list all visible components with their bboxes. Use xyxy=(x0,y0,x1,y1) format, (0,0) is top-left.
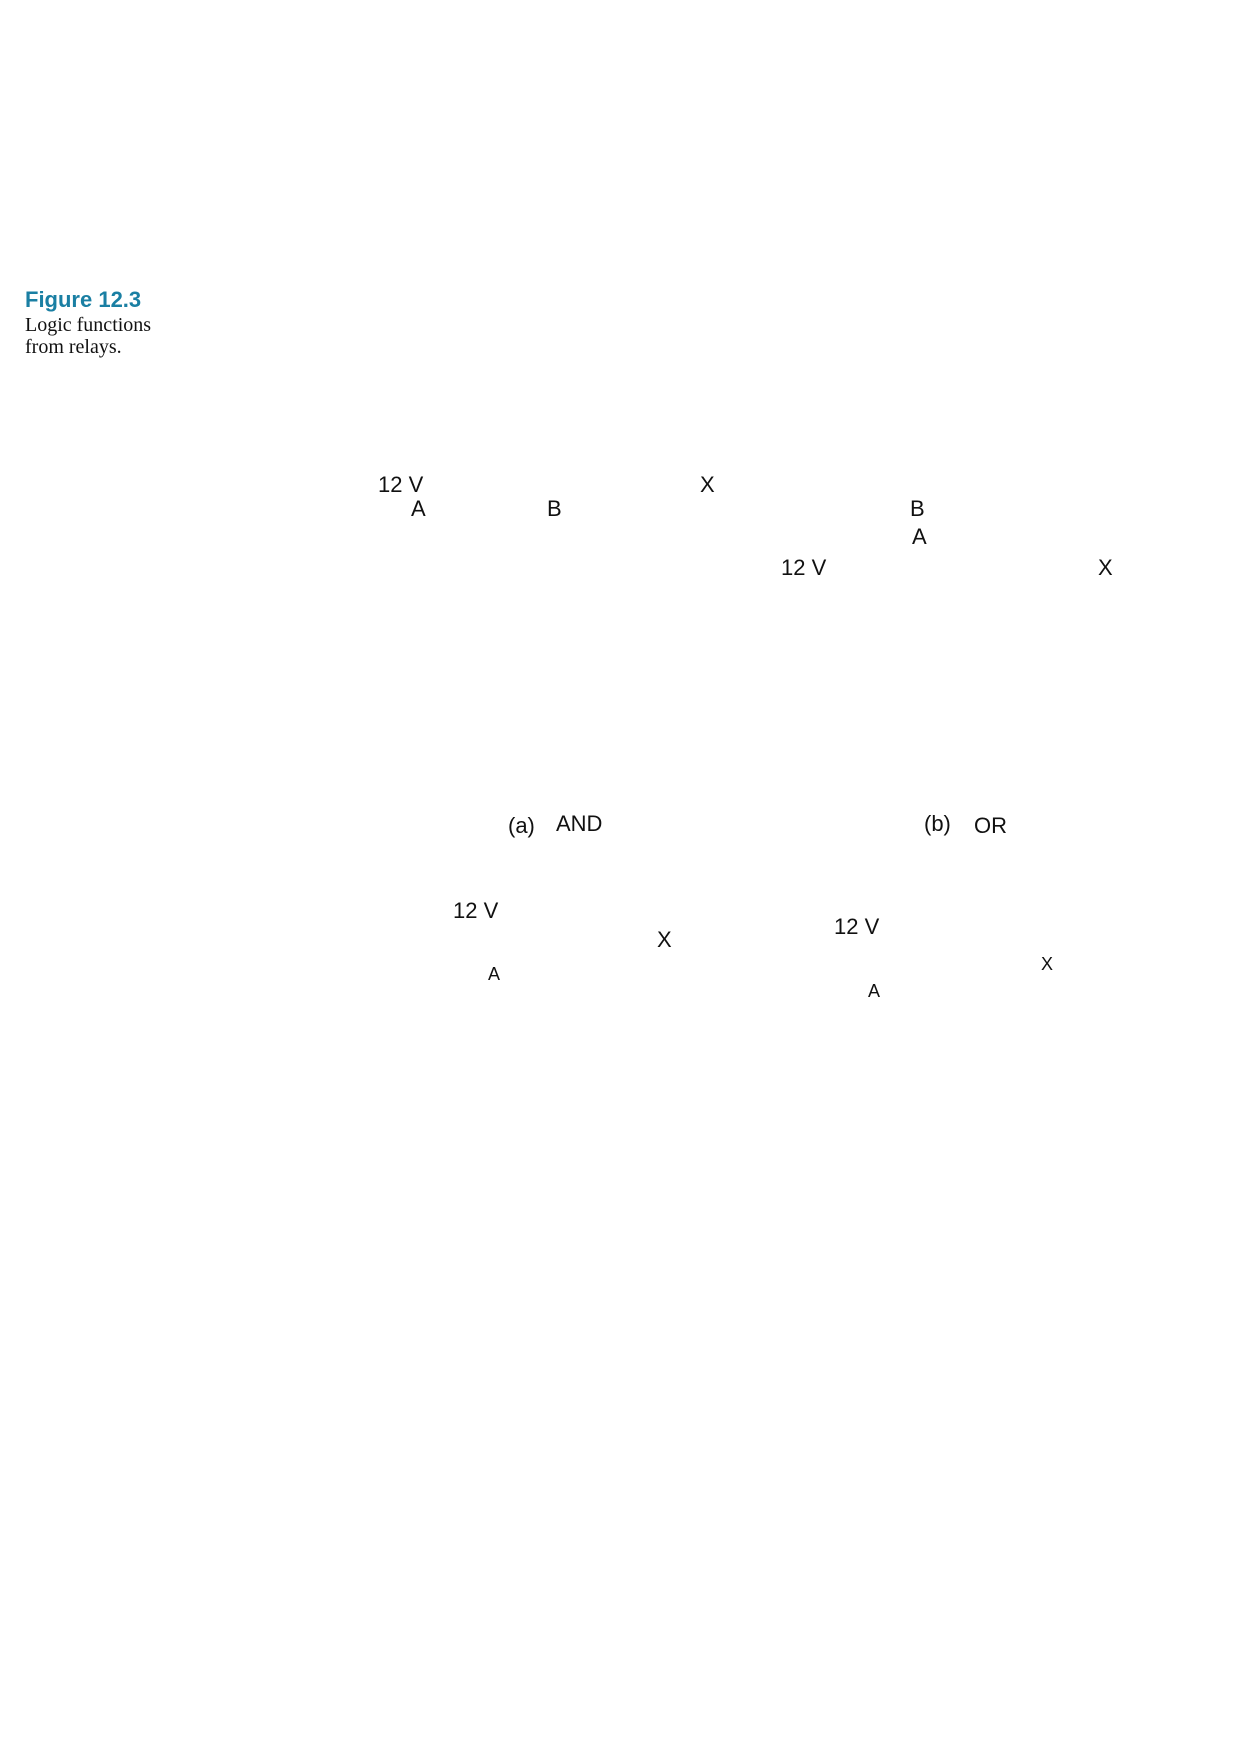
c-input-a-label: A xyxy=(488,964,501,984)
d-supply-label: 12 V xyxy=(834,914,880,939)
c-output-label: X xyxy=(657,927,672,952)
or-input-b-label: B xyxy=(910,496,925,521)
caption-line-2: from relays. xyxy=(25,336,122,358)
or-input-a-label: A xyxy=(912,524,927,549)
or-caption-letter: (b) xyxy=(924,811,951,836)
c-supply-label: 12 V xyxy=(453,898,499,923)
caption-line-1: Logic functions xyxy=(25,314,152,336)
and-caption-letter: (a) xyxy=(508,813,535,838)
and-output-label: X xyxy=(700,472,715,497)
and-input-a-label: A xyxy=(411,496,426,521)
and-input-b-label: B xyxy=(547,496,562,521)
or-supply-label: 12 V xyxy=(781,555,827,580)
and-caption-name: AND xyxy=(556,811,603,836)
or-output-label: X xyxy=(1098,555,1113,580)
d-input-a-label: A xyxy=(868,981,881,1001)
and-supply-label: 12 V xyxy=(378,472,424,497)
figure-caption: Figure 12.3 Logic functions from relays. xyxy=(25,286,195,358)
d-output-label: X xyxy=(1041,954,1054,974)
figure-number: Figure 12.3 xyxy=(25,287,142,312)
or-caption-name: OR xyxy=(974,813,1007,838)
